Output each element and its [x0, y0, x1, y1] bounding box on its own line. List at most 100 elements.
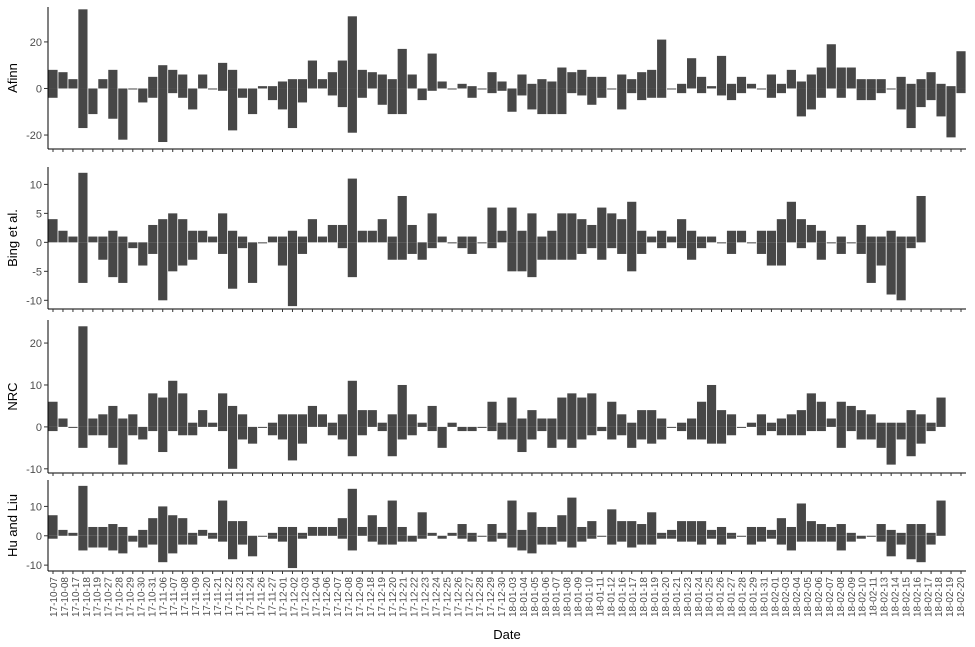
bar [427, 88, 437, 91]
bar [497, 422, 507, 427]
bar [228, 230, 238, 243]
bar [148, 224, 158, 243]
bar [497, 230, 507, 243]
bar [347, 380, 357, 427]
bar [218, 393, 228, 427]
bar [856, 535, 866, 539]
x-tick-label: 17-11-23 [235, 577, 246, 617]
bar [696, 88, 707, 94]
bar [198, 410, 208, 427]
x-tick-label: 17-12-28 [475, 577, 486, 617]
bar [148, 76, 158, 89]
bar [816, 524, 826, 536]
bar [387, 79, 397, 89]
bar [337, 414, 347, 427]
bar [307, 219, 318, 243]
bar [68, 532, 78, 536]
bar [507, 242, 517, 272]
bar [587, 535, 597, 539]
bar [287, 88, 298, 129]
bar [128, 88, 138, 90]
bar [477, 88, 487, 90]
bar [547, 88, 557, 115]
bar [936, 88, 946, 117]
bar [647, 410, 657, 427]
bar [327, 88, 337, 96]
y-tick-label: 0 [36, 422, 42, 434]
bar [377, 526, 387, 536]
bar [607, 426, 617, 440]
bar [158, 506, 168, 536]
bar [716, 242, 727, 244]
bar [287, 230, 298, 243]
bar [58, 529, 68, 536]
x-tick-label: 18-02-15 [901, 577, 912, 617]
bar [926, 426, 936, 432]
bar [527, 213, 537, 243]
bar [776, 83, 786, 89]
bar [936, 397, 946, 427]
x-tick-label: 18-01-04 [519, 577, 530, 617]
bar [696, 521, 707, 536]
bar [756, 535, 767, 542]
bar [726, 88, 737, 101]
bar [677, 219, 687, 243]
bar [337, 224, 347, 243]
bar [577, 535, 587, 542]
bar [906, 535, 916, 560]
bar [357, 426, 367, 436]
bar [178, 74, 188, 89]
bar [228, 521, 238, 536]
bar [587, 242, 597, 249]
bar [337, 518, 347, 536]
bar [766, 426, 777, 432]
bar [48, 401, 58, 427]
bar [108, 535, 118, 551]
bar [337, 242, 347, 249]
x-tick-label: 18-02-09 [847, 577, 858, 617]
bar [188, 230, 198, 243]
bar [696, 242, 707, 249]
bar [756, 414, 767, 427]
bar [477, 535, 487, 537]
bar [916, 524, 926, 536]
x-tick-label: 17-12-23 [421, 577, 432, 617]
bar [347, 16, 357, 89]
bar [387, 88, 397, 115]
bar [826, 535, 836, 542]
x-tick-label: 18-02-17 [923, 577, 934, 617]
bar [407, 535, 417, 542]
bar [188, 535, 198, 545]
bar [547, 230, 557, 243]
bar [687, 242, 697, 260]
bar [657, 532, 667, 536]
bar [78, 9, 88, 89]
bar [467, 236, 477, 243]
bar [178, 393, 188, 427]
x-tick-label: 17-10-07 [49, 577, 60, 617]
bar [896, 535, 906, 545]
bar [427, 53, 437, 89]
bar [48, 88, 58, 98]
bar [347, 488, 357, 536]
bar [886, 426, 896, 465]
bar [78, 242, 88, 283]
bar [647, 426, 657, 444]
bar [198, 529, 208, 536]
bar [188, 242, 198, 260]
bar [796, 410, 806, 427]
bar [277, 414, 288, 427]
x-tick-label: 17-11-24 [246, 577, 257, 617]
x-tick-label: 17-10-31 [147, 577, 158, 617]
panel-3: -10 0 10 20 NRC [5, 320, 966, 476]
bar [178, 88, 188, 98]
x-tick-label: 17-11-08 [180, 577, 191, 617]
bar [896, 242, 906, 301]
bar [497, 535, 507, 539]
bar [826, 242, 836, 244]
bar [397, 526, 407, 536]
bar [776, 535, 786, 545]
bar [547, 535, 557, 545]
bar [138, 426, 148, 440]
bar [297, 535, 308, 539]
